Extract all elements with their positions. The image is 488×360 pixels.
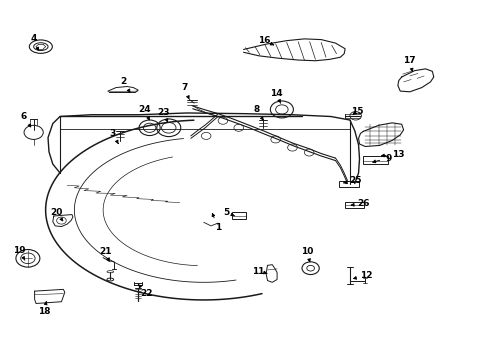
Text: 2: 2: [120, 77, 130, 92]
Text: 13: 13: [381, 150, 403, 159]
Text: 11: 11: [251, 266, 266, 275]
Bar: [345, 202, 364, 208]
Text: 15: 15: [350, 107, 363, 116]
Text: 10: 10: [301, 247, 313, 262]
Text: 22: 22: [138, 284, 152, 298]
Text: 4: 4: [30, 34, 39, 50]
Bar: [363, 156, 387, 164]
Text: 21: 21: [99, 247, 112, 261]
Text: 1: 1: [212, 213, 221, 232]
Text: 26: 26: [350, 199, 369, 208]
Bar: [339, 181, 358, 187]
Bar: [231, 212, 245, 219]
Text: 20: 20: [50, 208, 62, 221]
Text: 5: 5: [223, 208, 234, 217]
Text: 23: 23: [158, 108, 170, 122]
Text: 18: 18: [38, 301, 50, 316]
Text: 8: 8: [253, 105, 263, 120]
Text: 19: 19: [13, 246, 25, 260]
Text: 6: 6: [21, 112, 31, 127]
Text: 9: 9: [372, 154, 391, 163]
Text: 12: 12: [353, 271, 372, 280]
Text: 25: 25: [343, 176, 361, 185]
Text: 14: 14: [269, 89, 282, 103]
Text: 7: 7: [181, 83, 189, 99]
Text: 17: 17: [403, 56, 415, 71]
Text: 24: 24: [138, 105, 151, 120]
Text: 16: 16: [258, 36, 273, 45]
Text: 3: 3: [109, 129, 118, 144]
